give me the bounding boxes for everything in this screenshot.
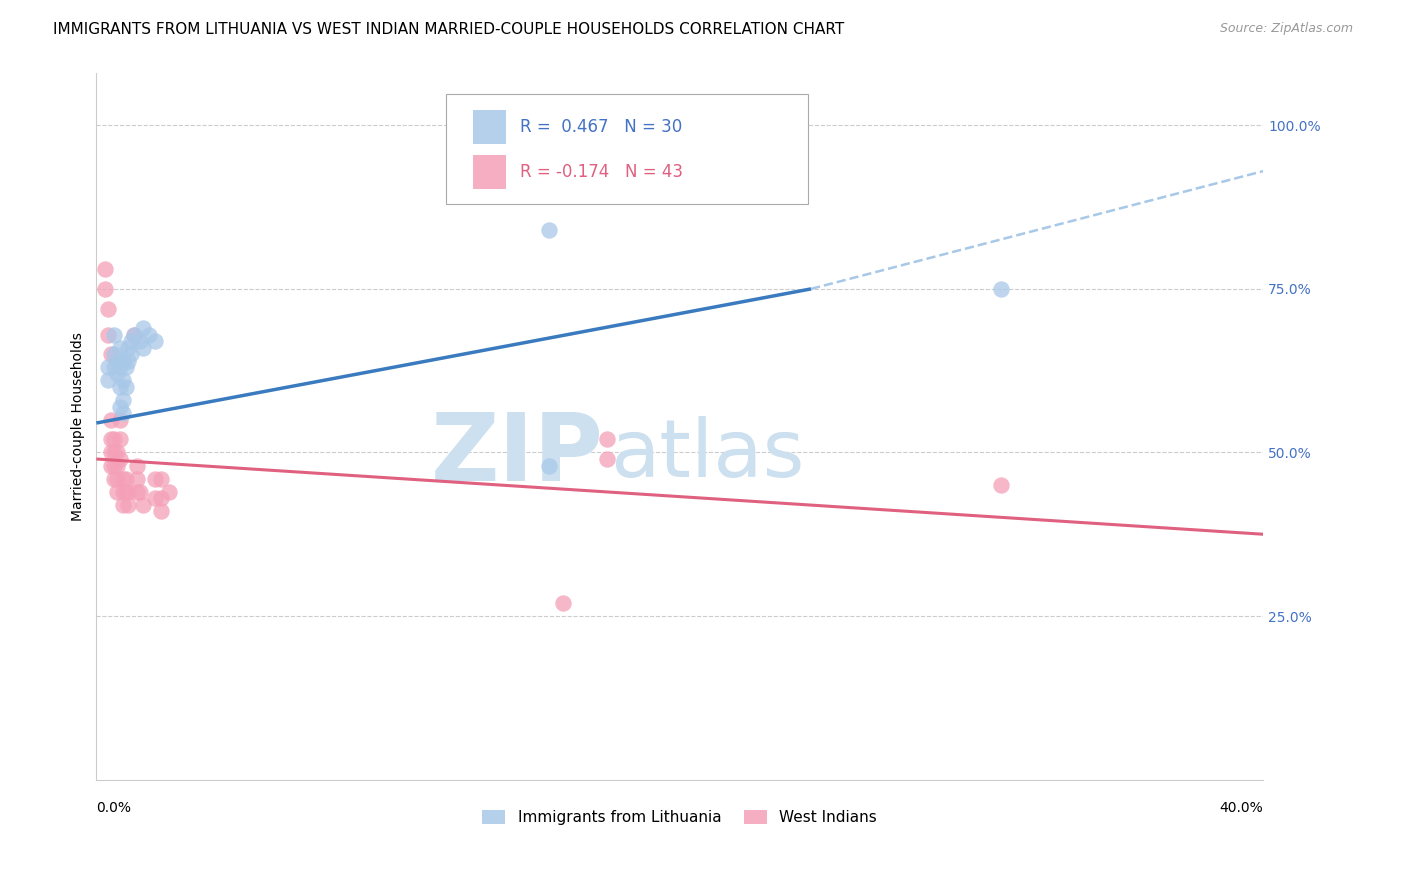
Point	[127, 472, 149, 486]
Point	[114, 380, 136, 394]
Point	[111, 354, 134, 368]
Point	[114, 484, 136, 499]
Point	[149, 491, 172, 506]
Point	[138, 327, 160, 342]
Point	[105, 472, 128, 486]
Point	[117, 354, 139, 368]
Point	[108, 413, 131, 427]
Y-axis label: Married-couple Households: Married-couple Households	[72, 332, 86, 521]
Point	[117, 498, 139, 512]
Text: 40.0%: 40.0%	[1219, 801, 1263, 814]
Point	[94, 282, 117, 296]
FancyBboxPatch shape	[474, 155, 506, 189]
Point	[100, 458, 122, 473]
Point	[117, 484, 139, 499]
Text: ZIP: ZIP	[432, 409, 605, 500]
Point	[124, 327, 146, 342]
Point	[105, 367, 128, 381]
Point	[103, 458, 125, 473]
Point	[97, 374, 120, 388]
Point	[108, 400, 131, 414]
Point	[149, 504, 172, 518]
Point	[129, 484, 152, 499]
Point	[114, 472, 136, 486]
Point	[149, 472, 172, 486]
Point	[990, 282, 1012, 296]
Point	[990, 478, 1012, 492]
Point	[132, 321, 155, 335]
Point	[551, 596, 574, 610]
Point	[100, 433, 122, 447]
Text: 0.0%: 0.0%	[97, 801, 131, 814]
Point	[537, 458, 560, 473]
Text: R =  0.467   N = 30: R = 0.467 N = 30	[520, 119, 682, 136]
Point	[537, 223, 560, 237]
Point	[132, 498, 155, 512]
Text: atlas: atlas	[610, 416, 804, 493]
Point	[111, 484, 134, 499]
Point	[103, 472, 125, 486]
Point	[103, 360, 125, 375]
Point	[120, 334, 142, 349]
Point	[103, 327, 125, 342]
Point	[100, 347, 122, 361]
Text: IMMIGRANTS FROM LITHUANIA VS WEST INDIAN MARRIED-COUPLE HOUSEHOLDS CORRELATION C: IMMIGRANTS FROM LITHUANIA VS WEST INDIAN…	[53, 22, 845, 37]
Point	[111, 498, 134, 512]
Point	[108, 380, 131, 394]
FancyBboxPatch shape	[474, 111, 506, 145]
Point	[108, 341, 131, 355]
Point	[111, 472, 134, 486]
Point	[97, 327, 120, 342]
Point	[120, 347, 142, 361]
Point	[108, 433, 131, 447]
Point	[596, 452, 619, 467]
Point	[117, 341, 139, 355]
Point	[143, 491, 166, 506]
Point	[111, 374, 134, 388]
Point	[100, 413, 122, 427]
Point	[143, 472, 166, 486]
Point	[127, 484, 149, 499]
Point	[103, 433, 125, 447]
Point	[132, 341, 155, 355]
Point	[105, 354, 128, 368]
Point	[143, 334, 166, 349]
Point	[111, 406, 134, 420]
Text: Source: ZipAtlas.com: Source: ZipAtlas.com	[1219, 22, 1353, 36]
Point	[157, 484, 180, 499]
Point	[114, 360, 136, 375]
Point	[124, 327, 146, 342]
Point	[111, 393, 134, 408]
Legend: Immigrants from Lithuania, West Indians: Immigrants from Lithuania, West Indians	[482, 810, 877, 825]
Point	[105, 445, 128, 459]
Point	[97, 360, 120, 375]
Point	[108, 452, 131, 467]
FancyBboxPatch shape	[447, 95, 808, 203]
Point	[100, 445, 122, 459]
Point	[127, 458, 149, 473]
Point	[129, 334, 152, 349]
Point	[103, 347, 125, 361]
Text: R = -0.174   N = 43: R = -0.174 N = 43	[520, 163, 683, 181]
Point	[94, 262, 117, 277]
Point	[97, 301, 120, 316]
Point	[105, 458, 128, 473]
Point	[103, 445, 125, 459]
Point	[108, 360, 131, 375]
Point	[596, 433, 619, 447]
Point	[105, 484, 128, 499]
